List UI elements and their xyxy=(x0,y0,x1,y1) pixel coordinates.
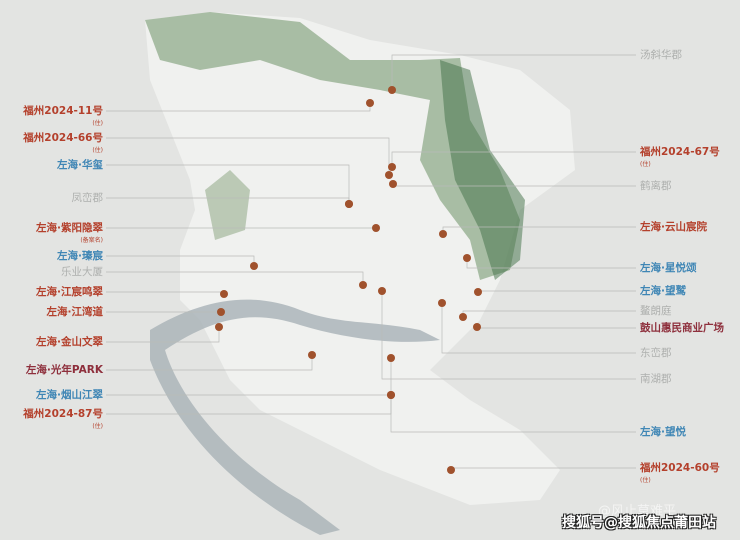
project-marker[interactable] xyxy=(217,308,225,316)
project-label[interactable]: 左海·望悦 xyxy=(640,426,686,438)
leader-line xyxy=(462,310,636,317)
project-marker[interactable] xyxy=(308,351,316,359)
project-label[interactable]: 左海·星悦颂 xyxy=(640,262,697,274)
project-label[interactable]: 南湖郡 xyxy=(640,373,672,385)
project-label[interactable]: 左海·瑧宸 xyxy=(57,250,103,262)
leader-line xyxy=(391,151,636,167)
project-label[interactable]: 福州2024-66号 xyxy=(23,132,103,144)
project-marker[interactable] xyxy=(388,163,396,171)
project-marker[interactable] xyxy=(474,288,482,296)
project-label[interactable]: 左海·江湾道 xyxy=(46,306,104,318)
leader-line xyxy=(106,327,220,343)
label-note: (住) xyxy=(92,423,103,430)
project-marker[interactable] xyxy=(378,287,386,295)
project-label[interactable]: 左海·烟山江翠 xyxy=(36,389,103,401)
leader-line xyxy=(390,395,636,433)
project-label[interactable]: 左海·金山文翠 xyxy=(36,336,103,348)
mountain-east xyxy=(440,60,525,280)
project-label[interactable]: 左海·江宸鸣翠 xyxy=(36,286,103,298)
project-label[interactable]: 汤斜华郡 xyxy=(640,49,682,61)
project-marker[interactable] xyxy=(463,254,471,262)
leader-line xyxy=(106,137,390,175)
leader-line xyxy=(106,164,350,204)
project-marker[interactable] xyxy=(359,281,367,289)
leader-line xyxy=(106,271,364,285)
project-marker[interactable] xyxy=(215,323,223,331)
project-label[interactable]: 福州2024-60号 xyxy=(640,462,720,474)
project-marker[interactable] xyxy=(447,466,455,474)
label-note: (住) xyxy=(640,477,651,484)
mountain-north xyxy=(145,12,520,280)
watermark-author: @风止草难平 xyxy=(598,504,677,519)
project-marker[interactable] xyxy=(372,224,380,232)
project-label[interactable]: 东峦郡 xyxy=(640,347,672,359)
leader-line xyxy=(441,303,636,354)
project-label[interactable]: 左海·紫阳隐翠 xyxy=(36,222,103,234)
project-label[interactable]: 左海·望鹫 xyxy=(640,285,686,297)
project-label[interactable]: 福州2024-11号 xyxy=(23,105,103,117)
project-marker[interactable] xyxy=(388,86,396,94)
project-label[interactable]: 左海·华玺 xyxy=(57,159,103,171)
project-marker[interactable] xyxy=(250,262,258,270)
label-note: (住) xyxy=(92,120,103,127)
watermark-source: 搜狐号@搜狐焦点莆田站 xyxy=(562,515,716,531)
project-marker[interactable] xyxy=(389,180,397,188)
project-marker[interactable] xyxy=(439,230,447,238)
leader-line xyxy=(106,355,313,371)
leader-line xyxy=(391,54,636,90)
mountain-west xyxy=(205,170,250,240)
project-marker[interactable] xyxy=(438,299,446,307)
project-label[interactable]: 乐业大厦 xyxy=(61,266,103,278)
project-label[interactable]: 福州2024-87号 xyxy=(23,408,103,420)
project-label[interactable]: 鼓山惠民商业广场 xyxy=(640,322,724,334)
label-note: (备案名) xyxy=(80,237,103,244)
label-note: (住) xyxy=(640,161,651,168)
project-label[interactable]: 鹤离郡 xyxy=(640,180,672,192)
label-note: (住) xyxy=(92,147,103,154)
project-marker[interactable] xyxy=(459,313,467,321)
project-label[interactable]: 鳌朗庭 xyxy=(640,305,672,317)
project-marker[interactable] xyxy=(387,354,395,362)
project-marker[interactable] xyxy=(345,200,353,208)
project-marker[interactable] xyxy=(366,99,374,107)
river xyxy=(150,299,440,535)
project-marker[interactable] xyxy=(220,290,228,298)
leader-line xyxy=(381,291,636,380)
project-label[interactable]: 左海·云山宸院 xyxy=(640,221,707,233)
project-marker[interactable] xyxy=(387,391,395,399)
project-label[interactable]: 凤峦郡 xyxy=(71,192,104,204)
project-marker[interactable] xyxy=(473,323,481,331)
project-marker[interactable] xyxy=(385,171,393,179)
project-label[interactable]: 福州2024-67号 xyxy=(640,146,720,158)
leader-line xyxy=(477,290,636,292)
leader-line xyxy=(476,327,636,329)
project-label[interactable]: 左海·光年PARK xyxy=(25,364,103,376)
